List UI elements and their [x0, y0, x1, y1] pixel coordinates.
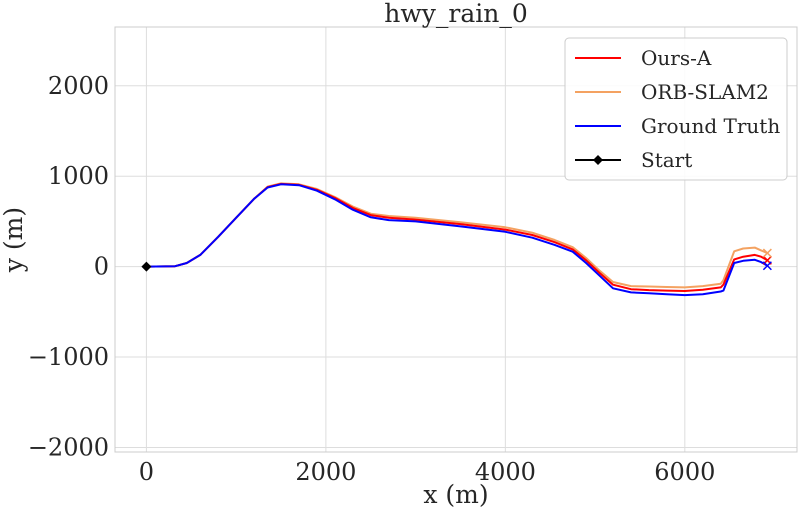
legend-label: ORB-SLAM2	[641, 80, 769, 104]
end-marker	[762, 248, 772, 258]
x-axis-label: x (m)	[423, 480, 488, 509]
y-axis-label: y (m)	[0, 207, 28, 273]
x-tick-label: 2000	[295, 458, 356, 486]
start-marker	[141, 261, 152, 272]
legend-label: Ours-A	[641, 46, 712, 70]
series-layer	[141, 182, 772, 297]
y-tick-label: 0	[94, 253, 109, 281]
series-line-ground-truth	[146, 183, 768, 297]
legend-box	[564, 37, 788, 181]
end-marker	[762, 261, 772, 271]
x-tick-label: 4000	[475, 458, 536, 486]
end-marker-stroke	[762, 248, 772, 258]
x-tick-label: 0	[139, 458, 154, 486]
legend-item: Start	[575, 148, 692, 172]
legend-label: Ground Truth	[641, 114, 780, 138]
legend: Ours-A ORB-SLAM2 Ground Truth Start	[564, 37, 788, 181]
legend-item: Ground Truth	[575, 114, 780, 138]
y-tick-label: 1000	[48, 162, 109, 190]
tick-labels: 0 2000 4000 6000 −2000 −1000 0 1000 2000	[28, 72, 716, 486]
x-tick-label: 6000	[654, 458, 715, 486]
plot-frame	[114, 26, 798, 453]
y-tick-label: 2000	[48, 72, 109, 100]
legend-item: ORB-SLAM2	[575, 80, 769, 104]
legend-item: Ours-A	[575, 46, 712, 70]
chart-title: hwy_rain_0	[384, 0, 527, 28]
legend-start-marker	[593, 155, 603, 165]
y-tick-label: −2000	[28, 433, 109, 461]
end-marker-stroke	[762, 261, 772, 271]
y-tick-label: −1000	[28, 343, 109, 371]
legend-label: Start	[641, 148, 692, 172]
